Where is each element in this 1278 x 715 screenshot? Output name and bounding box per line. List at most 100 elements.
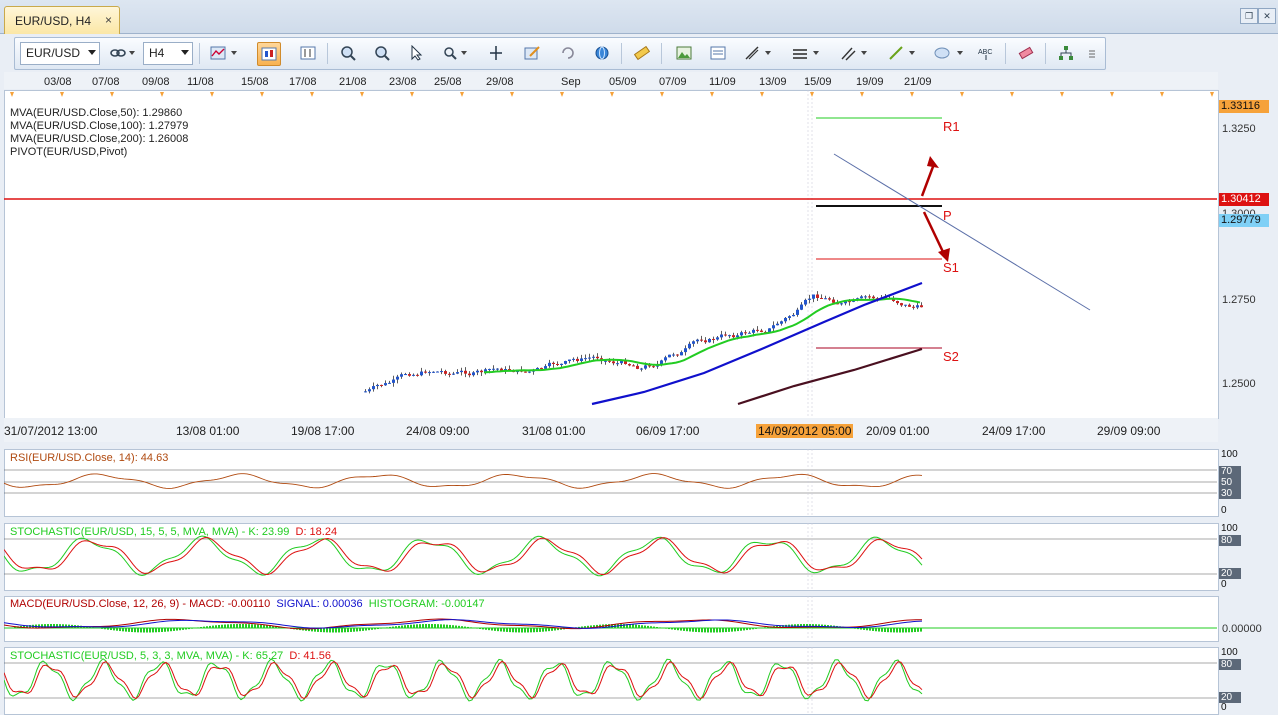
date-marker xyxy=(860,92,864,97)
macd-histogram-bar xyxy=(863,628,865,630)
price-tick: 1.2500 xyxy=(1222,378,1256,390)
candle xyxy=(380,384,383,386)
macd-panel[interactable] xyxy=(4,596,1219,642)
macd-histogram-bar xyxy=(359,628,361,632)
candle xyxy=(468,373,471,376)
candle xyxy=(376,384,379,387)
macd-histogram-bar xyxy=(518,628,520,633)
candlestick-chart-icon[interactable] xyxy=(257,42,281,66)
date-marker xyxy=(510,92,514,97)
macd-histogram-bar xyxy=(692,628,694,632)
zoom-in-icon[interactable] xyxy=(337,42,359,64)
horizontal-line-tool-icon[interactable] xyxy=(789,42,811,64)
macd-histogram-bar xyxy=(386,627,388,629)
globe-icon[interactable] xyxy=(591,42,613,64)
date-marker xyxy=(160,92,164,97)
candle xyxy=(832,299,835,303)
macd-histogram-bar xyxy=(167,628,169,632)
cursor-icon[interactable] xyxy=(405,42,427,64)
macd-histogram-bar xyxy=(383,627,385,629)
down-arrow-head xyxy=(938,248,950,262)
macd-histogram-bar xyxy=(506,628,508,632)
rsi-panel[interactable] xyxy=(4,449,1219,517)
macd-histogram-bar xyxy=(488,628,490,631)
indicator-edit-icon[interactable] xyxy=(521,42,543,64)
candle xyxy=(664,357,667,361)
fibonacci-tool-icon[interactable] xyxy=(741,42,763,64)
macd-histogram-bar xyxy=(152,628,154,633)
eraser-icon[interactable] xyxy=(1015,42,1037,64)
macd-histogram-bar xyxy=(251,624,253,629)
candle xyxy=(472,372,475,376)
chart-tab[interactable]: EUR/USD, H4 × xyxy=(4,6,120,34)
timeframe-select[interactable]: H4 xyxy=(143,42,193,65)
picture-icon[interactable] xyxy=(673,42,695,64)
stoch2-level: 80 xyxy=(1219,659,1241,670)
macd-histogram-bar xyxy=(188,628,190,630)
restore-window-icon[interactable]: ❐ xyxy=(1240,8,1258,24)
symbol-select[interactable]: EUR/USD xyxy=(20,42,100,65)
zoom-out-icon[interactable] xyxy=(371,42,393,64)
macd-histogram-bar xyxy=(227,624,229,629)
date-label: 29/08 xyxy=(486,76,514,88)
trend-channel-tool-icon[interactable] xyxy=(837,42,859,64)
macd-histogram-bar xyxy=(650,626,652,629)
bar-chart-icon[interactable] xyxy=(297,42,319,64)
down-arrow xyxy=(922,211,946,255)
macd-histogram-bar xyxy=(545,628,547,632)
macd-histogram-bar xyxy=(101,628,103,629)
macd-histogram-bar xyxy=(710,628,712,633)
stochastic-2-k: K: 65.27 xyxy=(242,650,284,662)
macd-histogram-bar xyxy=(548,628,550,632)
macd-histogram-bar xyxy=(44,624,46,629)
history-icon[interactable] xyxy=(557,42,579,64)
macd-title: MACD(EUR/USD.Close, 12, 26, 9) - xyxy=(10,598,187,610)
line-chart-icon[interactable] xyxy=(207,42,229,64)
macd-histogram-bar xyxy=(689,628,691,632)
macd-histogram-bar xyxy=(164,628,166,632)
close-tab-icon[interactable]: × xyxy=(105,13,113,27)
rsi-level: 70 xyxy=(1219,466,1241,477)
candle xyxy=(536,367,539,371)
zoom-area-icon[interactable] xyxy=(439,42,461,64)
candle xyxy=(612,361,615,364)
stochastic-2-title: STOCHASTIC(EUR/USD, 5, 3, 3, MVA, MVA) - xyxy=(10,650,240,662)
price-chart[interactable] xyxy=(4,90,1219,419)
macd-histogram-bar xyxy=(221,624,223,629)
macd-histogram-bar xyxy=(134,628,136,633)
close-window-icon[interactable]: ✕ xyxy=(1258,8,1276,24)
candle xyxy=(396,376,399,380)
macd-histogram-bar xyxy=(464,626,466,629)
macd-histogram-bar xyxy=(239,624,241,629)
macd-histogram-bar xyxy=(437,624,439,629)
text-tool-icon[interactable]: ABC xyxy=(975,42,997,64)
candle xyxy=(772,325,775,329)
candle xyxy=(736,335,739,338)
macd-histogram-bar xyxy=(347,628,349,633)
toolbar-overflow-icon[interactable] xyxy=(1085,42,1097,64)
macd-histogram-bar xyxy=(128,628,130,632)
trendline-tool-icon[interactable] xyxy=(885,42,907,64)
template-icon[interactable] xyxy=(707,42,729,64)
macd-histogram-bar xyxy=(119,628,121,632)
macd-histogram-bar xyxy=(896,628,898,633)
ruler-icon[interactable] xyxy=(631,42,653,64)
object-tree-icon[interactable] xyxy=(1055,42,1077,64)
link-chart-button[interactable] xyxy=(107,42,129,64)
macd-histogram-bar xyxy=(641,625,643,629)
stochastic-panel-1[interactable] xyxy=(4,523,1219,591)
macd-histogram-bar xyxy=(890,628,892,633)
date-marker xyxy=(660,92,664,97)
crosshair-icon[interactable] xyxy=(485,42,507,64)
macd-histogram-bar xyxy=(620,624,622,629)
candle xyxy=(640,368,643,370)
ellipse-tool-icon[interactable] xyxy=(931,42,953,64)
macd-histogram-bar xyxy=(137,628,139,633)
macd-value: MACD: -0.00110 xyxy=(189,598,271,610)
candle xyxy=(508,369,511,371)
date-marker xyxy=(710,92,714,97)
macd-histogram-bar xyxy=(716,628,718,633)
macd-histogram-bar xyxy=(410,624,412,629)
stochastic-panel-2[interactable] xyxy=(4,647,1219,715)
macd-signal: SIGNAL: 0.00036 xyxy=(276,598,363,610)
